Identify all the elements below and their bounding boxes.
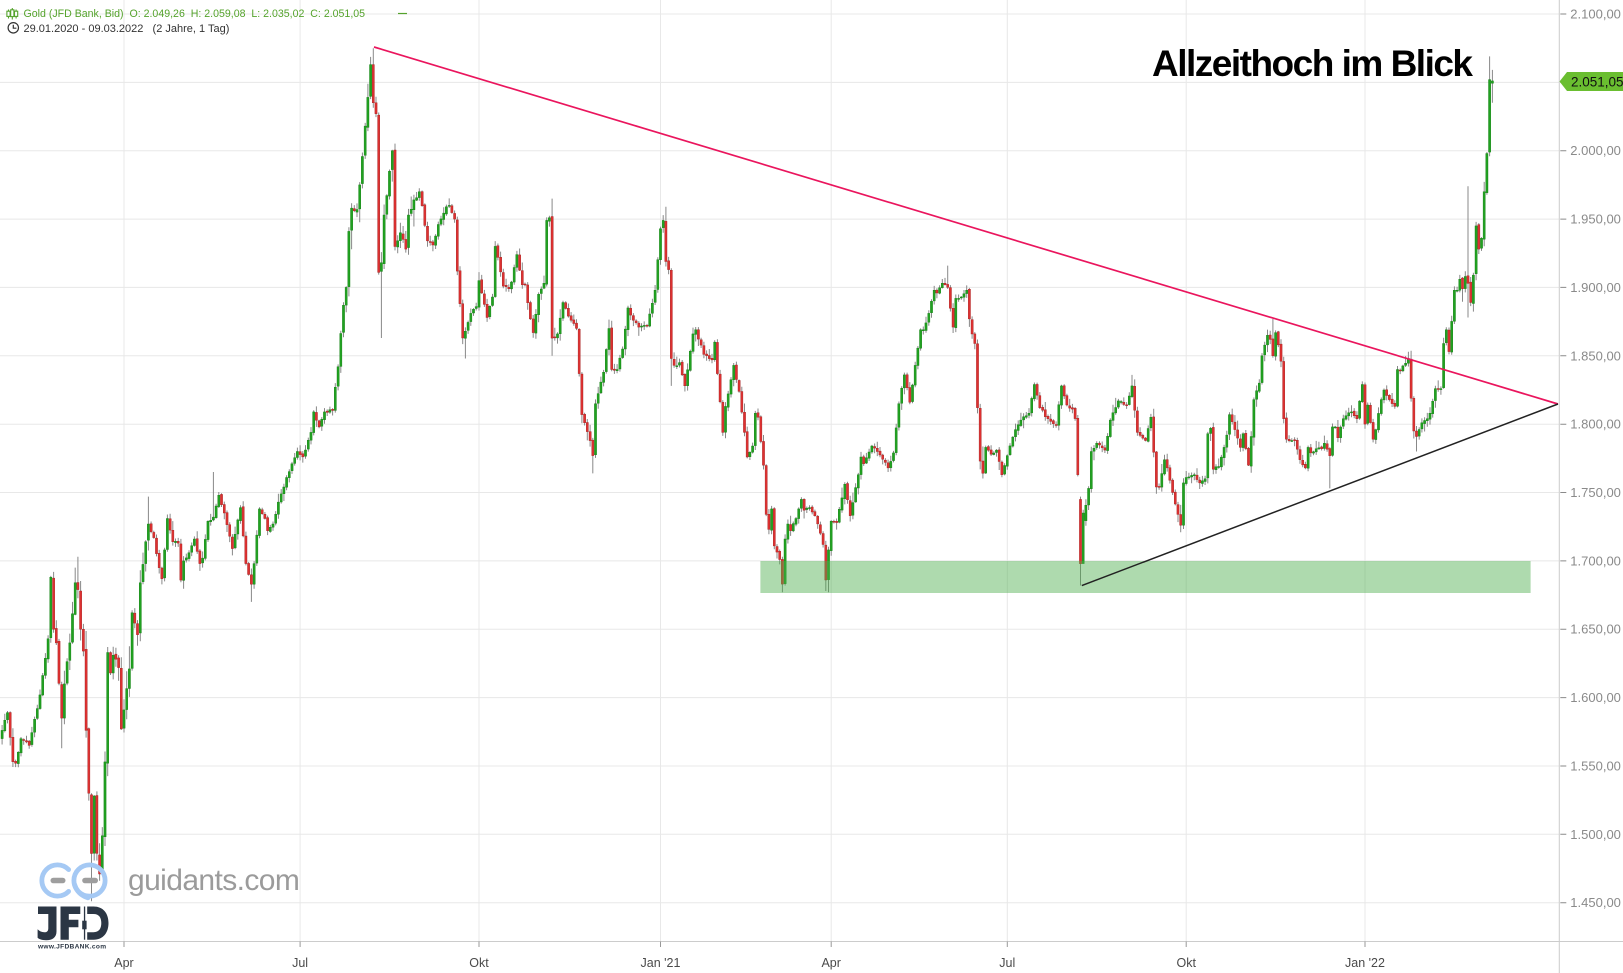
svg-text:Jan '21: Jan '21 — [641, 956, 681, 970]
svg-text:2.051,05: 2.051,05 — [1571, 74, 1623, 89]
svg-text:1.500,00: 1.500,00 — [1570, 827, 1621, 842]
svg-text:1.750,00: 1.750,00 — [1570, 485, 1621, 500]
svg-text:1.600,00: 1.600,00 — [1570, 690, 1621, 705]
svg-text:1.550,00: 1.550,00 — [1570, 759, 1621, 774]
svg-text:1.650,00: 1.650,00 — [1570, 622, 1621, 637]
svg-text:Apr: Apr — [114, 956, 133, 970]
svg-text:Okt: Okt — [1176, 956, 1196, 970]
svg-text:Jul: Jul — [999, 956, 1015, 970]
svg-text:29.01.2020 - 09.03.2022 (2 J: 29.01.2020 - 09.03.2022 (2 Jahre, 1 Tag) — [24, 23, 230, 35]
svg-text:1.900,00: 1.900,00 — [1570, 280, 1621, 295]
svg-text:Gold (JFD Bank, Bid) O: 2.049: Gold (JFD Bank, Bid) O: 2.049,26 H: 2.05… — [24, 8, 366, 20]
svg-text:guidants.com: guidants.com — [128, 864, 299, 897]
svg-text:www.JFDBANK.com: www.JFDBANK.com — [37, 944, 106, 951]
svg-text:1.450,00: 1.450,00 — [1570, 895, 1621, 910]
svg-text:2.100,00: 2.100,00 — [1570, 7, 1621, 22]
svg-text:1.800,00: 1.800,00 — [1570, 417, 1621, 432]
svg-text:Okt: Okt — [469, 956, 489, 970]
svg-text:1.700,00: 1.700,00 — [1570, 553, 1621, 568]
svg-text:1.950,00: 1.950,00 — [1570, 212, 1621, 227]
svg-text:1.850,00: 1.850,00 — [1570, 348, 1621, 363]
svg-text:Apr: Apr — [821, 956, 840, 970]
svg-text:Jan '22: Jan '22 — [1345, 956, 1385, 970]
svg-text:Jul: Jul — [292, 956, 308, 970]
svg-text:Allzeithoch im Blick: Allzeithoch im Blick — [1152, 43, 1473, 84]
svg-text:2.000,00: 2.000,00 — [1570, 143, 1621, 158]
